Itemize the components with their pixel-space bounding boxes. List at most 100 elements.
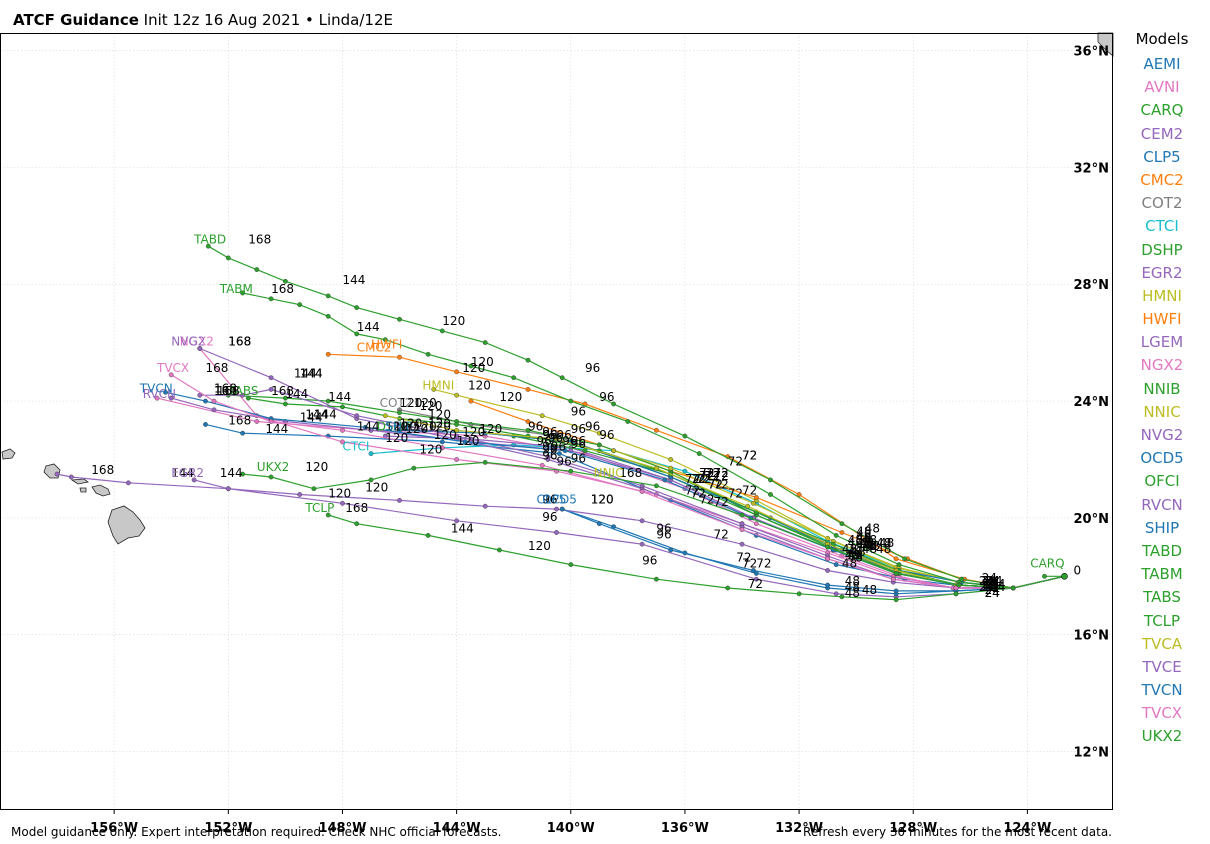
track-point bbox=[268, 419, 274, 424]
hour-label: 144 bbox=[300, 367, 323, 381]
hour-label: 24 bbox=[985, 583, 1000, 597]
model-name-label: CTCI bbox=[343, 440, 370, 454]
hour-label: 72 bbox=[742, 484, 757, 498]
track-egr2[interactable] bbox=[191, 477, 1067, 591]
hour-label: 168 bbox=[345, 501, 368, 515]
hour-label: 144 bbox=[305, 408, 328, 422]
track-point bbox=[482, 503, 488, 509]
init-detail: Init 12z 16 Aug 2021 • Linda/12E bbox=[143, 11, 393, 29]
hour-label: 24 bbox=[990, 577, 1005, 591]
hour-label: 48 bbox=[856, 530, 871, 544]
legend-item-tvcn[interactable]: TVCN bbox=[1141, 681, 1183, 700]
hawaii-islands bbox=[1, 32, 1114, 545]
hour-label: 24 bbox=[985, 574, 1000, 588]
track-point bbox=[893, 571, 899, 576]
track-point bbox=[411, 465, 417, 471]
model-name-label: TCLP bbox=[304, 501, 334, 515]
track-point bbox=[539, 462, 545, 468]
model-tracks bbox=[54, 243, 1067, 603]
legend-item-carq[interactable]: CARQ bbox=[1140, 101, 1184, 120]
legend-item-lgem[interactable]: LGEM bbox=[1140, 333, 1184, 352]
track-tvcx[interactable] bbox=[168, 372, 1067, 591]
map-title: ATCF Guidance Init 12z 16 Aug 2021 • Lin… bbox=[13, 11, 393, 29]
track-lgem[interactable] bbox=[382, 433, 1067, 591]
legend-item-ofci[interactable]: OFCI bbox=[1144, 472, 1180, 491]
legend-item-tabm[interactable]: TABM bbox=[1141, 565, 1183, 584]
legend-item-hwfi[interactable]: HWFI bbox=[1142, 310, 1182, 329]
track-line bbox=[613, 450, 1065, 589]
model-name-label: RVCN bbox=[143, 387, 176, 401]
model-name-label: NGX2 bbox=[180, 335, 214, 349]
legend-item-cmc2[interactable]: CMC2 bbox=[1140, 170, 1184, 189]
legend-item-aemi[interactable]: AEMI bbox=[1143, 55, 1181, 73]
track-tabm[interactable] bbox=[240, 290, 1067, 591]
track-point bbox=[354, 521, 360, 527]
legend-item-hmni[interactable]: HMNI bbox=[1142, 286, 1182, 305]
legend-item-cem2[interactable]: CEM2 bbox=[1140, 124, 1184, 143]
legend-item-tabd[interactable]: TABD bbox=[1141, 541, 1183, 560]
legend-item-tvce[interactable]: TVCE bbox=[1142, 657, 1182, 676]
track-point bbox=[654, 465, 659, 471]
track-point bbox=[753, 576, 759, 582]
track-point bbox=[325, 351, 331, 357]
legend-item-egr2[interactable]: EGR2 bbox=[1141, 263, 1183, 282]
track-point bbox=[297, 492, 303, 497]
legend-item-tabs[interactable]: TABS bbox=[1143, 588, 1181, 607]
track-point bbox=[354, 305, 360, 310]
legend-item-ship[interactable]: SHIP bbox=[1144, 518, 1180, 537]
model-name-label: DSHP bbox=[377, 419, 410, 433]
legend-item-rvcn[interactable]: RVCN bbox=[1141, 495, 1183, 514]
track-point bbox=[468, 398, 474, 404]
hour-label: 168 bbox=[206, 361, 229, 375]
track-point bbox=[425, 533, 431, 538]
legend-item-ctci[interactable]: CTCI bbox=[1145, 217, 1179, 236]
track-point bbox=[768, 492, 773, 497]
legend-item-tclp[interactable]: TCLP bbox=[1143, 611, 1181, 630]
lon-tick-label: 140°W bbox=[547, 821, 595, 836]
hour-label: 24 bbox=[985, 574, 1000, 588]
track-point bbox=[211, 407, 217, 413]
legend-item-ocd5[interactable]: OCD5 bbox=[1140, 449, 1184, 468]
track-point bbox=[557, 451, 562, 456]
legend-item-clp5[interactable]: CLP5 bbox=[1143, 147, 1181, 166]
track-point bbox=[545, 454, 551, 459]
track-point bbox=[397, 410, 402, 416]
hour-label: 168 bbox=[271, 282, 294, 296]
legend-item-dshp[interactable]: DSHP bbox=[1141, 240, 1183, 259]
track-point bbox=[739, 521, 745, 527]
track-point bbox=[362, 424, 368, 430]
hour-label: 24 bbox=[982, 574, 997, 588]
track-point bbox=[168, 372, 174, 378]
model-name-label: COT2 bbox=[380, 396, 413, 410]
track-point bbox=[225, 486, 231, 492]
hour-label: 48 bbox=[856, 530, 871, 544]
track-point bbox=[454, 392, 459, 398]
track-point bbox=[825, 582, 830, 588]
disclaimer: Model guidance only. Expert interpretati… bbox=[11, 825, 502, 839]
origin-label: 0 bbox=[1073, 563, 1081, 577]
legend-item-ukx2[interactable]: UKX2 bbox=[1141, 727, 1183, 746]
hour-label: 144 bbox=[220, 466, 243, 480]
track-point bbox=[511, 375, 517, 381]
hour-label: 24 bbox=[982, 577, 997, 591]
hour-label: 168 bbox=[214, 384, 237, 398]
legend-item-tvcx[interactable]: TVCX bbox=[1141, 704, 1183, 723]
legend-item-cot2[interactable]: COT2 bbox=[1141, 194, 1183, 213]
island-kauai bbox=[1, 448, 16, 460]
guidance-map[interactable]: 2448729612014416824487296120144168CARQ24… bbox=[0, 0, 1114, 844]
legend-item-nnib[interactable]: NNIB bbox=[1143, 379, 1181, 398]
track-point bbox=[496, 547, 502, 553]
legend-item-nvg2[interactable]: NVG2 bbox=[1140, 426, 1184, 444]
track-point bbox=[625, 419, 631, 424]
track-point bbox=[696, 451, 702, 456]
legend-item-nnic[interactable]: NNIC bbox=[1143, 402, 1181, 421]
hour-label: 120 bbox=[462, 425, 485, 439]
legend-item-tvca[interactable]: TVCA bbox=[1141, 634, 1183, 653]
legend-item-ngx2[interactable]: NGX2 bbox=[1140, 356, 1184, 375]
track-point bbox=[682, 468, 688, 474]
hour-label: 72 bbox=[714, 495, 729, 509]
track-point bbox=[893, 588, 899, 594]
track-point bbox=[382, 337, 388, 343]
track-point bbox=[825, 544, 830, 550]
legend-item-avni[interactable]: AVNI bbox=[1144, 78, 1180, 97]
